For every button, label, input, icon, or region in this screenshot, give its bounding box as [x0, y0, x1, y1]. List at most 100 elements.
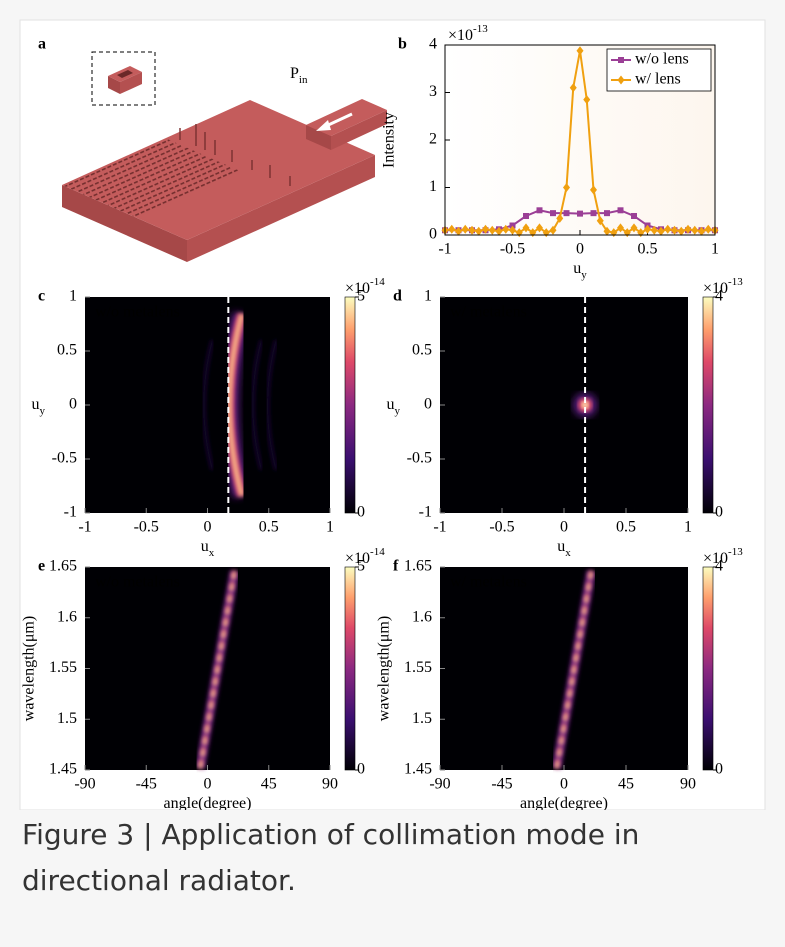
- x-tick-label: -90: [74, 776, 95, 793]
- data-point: [468, 225, 476, 235]
- data-point: [698, 226, 705, 236]
- heatmap-intensity: [202, 311, 278, 499]
- data-point: [475, 226, 483, 236]
- x-axis-label-sub: y: [581, 269, 587, 281]
- colorbar: [344, 296, 356, 514]
- data-point: [617, 223, 624, 233]
- colorbar-exponent-sub: -13: [728, 546, 743, 558]
- data-point: [488, 225, 496, 235]
- colorbar: [702, 296, 714, 514]
- y-tick-label: 1.5: [57, 710, 77, 727]
- y-tick-label: 2: [429, 131, 437, 148]
- panel-label: b: [398, 36, 407, 53]
- x-tick-label: 0: [576, 241, 584, 258]
- x-tick-label: -0.5: [500, 241, 525, 258]
- y-tick-label: 1.5: [412, 710, 432, 727]
- data-point: [448, 224, 456, 234]
- colorbar-exponent-sub: -14: [370, 546, 385, 558]
- y-tick-label: 3: [429, 83, 437, 100]
- colorbar-exponent-sub: -14: [370, 276, 385, 288]
- panel-label: a: [38, 36, 46, 53]
- data-point: [677, 226, 685, 236]
- data-point: [630, 223, 638, 233]
- x-tick-label: -1: [438, 241, 451, 258]
- x-axis-label: angle(degree): [164, 795, 252, 810]
- data-point: [482, 224, 489, 234]
- x-tick-label: -45: [136, 776, 157, 793]
- data-point: [644, 224, 651, 234]
- y-tick-label: 0.5: [57, 342, 77, 359]
- y-exponent-sub: -13: [473, 23, 488, 35]
- heatmap-annotation: w/ metalens: [450, 304, 527, 321]
- y-axis-label: uy: [32, 396, 46, 417]
- x-tick-label: 1: [326, 519, 334, 536]
- panel-label: c: [38, 288, 45, 305]
- x-tick-label: -90: [429, 776, 450, 793]
- colorbar-exponent-main: ×10: [703, 550, 728, 567]
- device-illustration: [62, 51, 387, 262]
- colorbar: [344, 566, 356, 771]
- y-tick-label: -0.5: [407, 450, 432, 467]
- y-axis-label: Intensity: [381, 112, 398, 168]
- y-tick-label: 1.65: [404, 558, 432, 575]
- colorbar-tick-label: 0: [715, 504, 723, 521]
- data-point: [455, 226, 462, 236]
- legend-marker: [617, 75, 625, 85]
- colorbar-tick-label: 4: [715, 288, 723, 305]
- x-tick-label: 0: [560, 519, 568, 536]
- x-tick-label: 0: [204, 776, 212, 793]
- heatmap-background: [85, 297, 330, 513]
- side-fringe: [266, 339, 278, 471]
- data-point: [590, 185, 597, 195]
- x-tick-label: 1: [684, 519, 692, 536]
- x-axis-label-main: angle(degree): [164, 795, 252, 810]
- annotation-main: P: [290, 65, 299, 82]
- data-point: [576, 46, 584, 56]
- x-axis-label: ux: [201, 538, 215, 559]
- colorbar-exponent: ×10-14: [345, 546, 385, 567]
- y-tick-label: 1: [69, 288, 77, 305]
- x-tick-label: 1: [711, 241, 719, 258]
- data-point: [590, 210, 597, 217]
- data-point: [617, 207, 624, 214]
- colorbar-exponent: ×10-13: [703, 546, 743, 567]
- legend-box: [606, 48, 712, 92]
- y-tick-label: -1: [64, 504, 77, 521]
- figure-caption: Figure 3 | Application of collimation mo…: [22, 818, 640, 897]
- x-tick-label: -0.5: [134, 519, 159, 536]
- legend-label: w/o lens: [635, 51, 689, 68]
- x-tick-label: 0.5: [616, 519, 636, 536]
- data-point: [664, 224, 672, 234]
- x-axis-label: ux: [557, 538, 571, 559]
- x-tick-label: 45: [261, 776, 277, 793]
- y-tick-label: 0: [429, 226, 437, 243]
- heatmap-background: [440, 297, 688, 513]
- y-tick-label: 1.65: [49, 558, 77, 575]
- y-axis-label-main: u: [32, 396, 40, 413]
- data-point: [569, 83, 577, 93]
- y-exponent: ×10-13: [448, 23, 488, 44]
- y-tick-label: 1.55: [49, 659, 77, 676]
- x-tick-label: -0.5: [489, 519, 514, 536]
- colorbar-exponent-sub: -13: [728, 276, 743, 288]
- data-point: [522, 223, 530, 233]
- data-point: [596, 216, 604, 226]
- colorbar-tick-label: 5: [357, 558, 365, 575]
- heatmap-annotation: w/ metalens: [450, 574, 527, 591]
- data-point: [502, 224, 510, 234]
- intensity-arc: [227, 313, 244, 497]
- x-tick-label: 0: [204, 519, 212, 536]
- plot-frame: [444, 44, 716, 236]
- x-tick-label: 0: [560, 776, 568, 793]
- legend-label: w/ lens: [635, 71, 681, 88]
- data-point: [684, 224, 692, 234]
- annotation: Pin: [290, 65, 308, 86]
- data-point: [536, 207, 543, 214]
- x-tick-label: 90: [322, 776, 338, 793]
- intensity-streak: [199, 570, 236, 769]
- data-point: [704, 224, 712, 234]
- x-tick-label: -45: [491, 776, 512, 793]
- data-point: [556, 213, 564, 223]
- y-axis-label: wavelength(μm): [376, 616, 393, 721]
- y-tick-label: 1: [429, 178, 437, 195]
